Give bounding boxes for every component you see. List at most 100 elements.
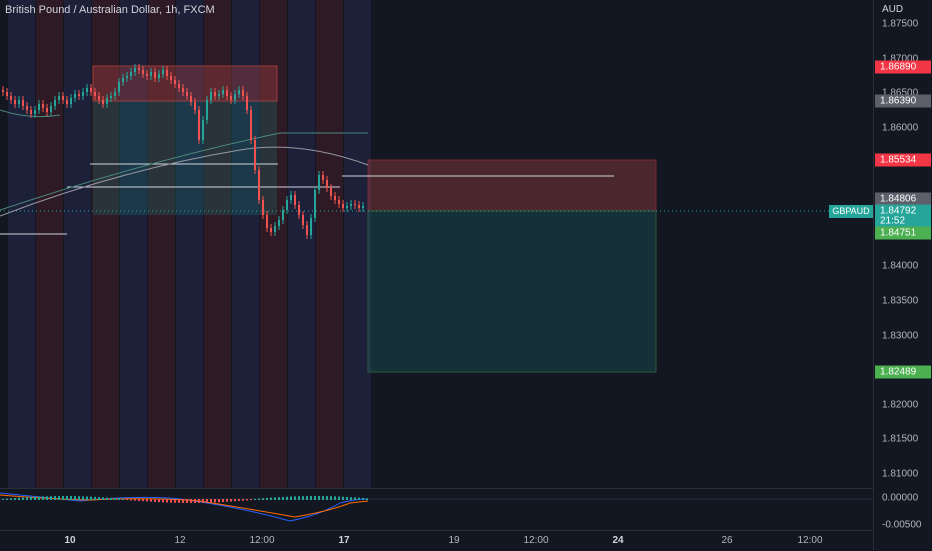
candle-body	[202, 120, 204, 140]
price-label-current: 1.84792	[875, 204, 931, 218]
candle-body	[30, 110, 32, 114]
histogram-bar	[274, 497, 276, 500]
histogram-bar	[82, 496, 84, 500]
candle-body	[18, 100, 20, 104]
histogram-bar	[42, 496, 44, 500]
candle-body	[190, 96, 192, 102]
histogram-bar	[302, 496, 304, 500]
histogram-bar	[106, 497, 108, 500]
entry-zone-green	[93, 101, 277, 215]
candle-body	[102, 100, 104, 104]
session-band	[36, 0, 63, 488]
histogram-bar	[238, 499, 240, 501]
candle-body	[2, 90, 4, 92]
histogram-bar	[58, 496, 60, 500]
histogram-bar	[218, 499, 220, 503]
histogram-bar	[126, 499, 128, 501]
histogram-bar	[270, 497, 272, 500]
candle-body	[326, 180, 328, 188]
histogram-bar	[138, 499, 140, 501]
candle-body	[290, 195, 292, 200]
histogram-bar	[190, 499, 192, 503]
candle-body	[150, 72, 152, 76]
histogram-bar	[54, 496, 56, 500]
session-band	[64, 0, 91, 488]
histogram-bar	[246, 499, 248, 501]
candle-body	[146, 74, 148, 76]
price-tick: 1.84000	[882, 260, 919, 272]
candle-body	[42, 104, 44, 108]
candle-body	[334, 196, 336, 200]
candle-body	[198, 110, 200, 140]
price-scale[interactable]: AUD 1.875001.870001.865001.860001.855001…	[873, 0, 932, 550]
oscillator-pane[interactable]	[0, 488, 873, 530]
candle-body	[142, 70, 144, 74]
candle-body	[26, 106, 28, 110]
histogram-bar	[22, 497, 24, 500]
price-tick: 1.81000	[882, 468, 919, 480]
histogram-bar	[234, 499, 236, 502]
histogram-bar	[266, 497, 268, 500]
time-axis[interactable]: 10 12 12:00 17 19 12:00 24 26 12:00	[0, 530, 873, 551]
candle-body	[138, 68, 140, 70]
candle-body	[98, 96, 100, 100]
time-tick: 12:00	[523, 535, 549, 546]
session-band	[120, 0, 147, 488]
histogram-bar	[166, 499, 168, 503]
histogram-bar	[150, 499, 152, 502]
candle-body	[62, 96, 64, 100]
price-label-target: 1.82489	[875, 365, 931, 379]
histogram-bar	[174, 499, 176, 503]
histogram-bar	[222, 499, 224, 503]
histogram-bar	[154, 499, 156, 502]
time-tick: 24	[612, 535, 624, 546]
histogram-bar	[198, 499, 200, 503]
candle-body	[302, 215, 304, 225]
candle-body	[234, 94, 236, 100]
histogram-bar	[34, 496, 36, 500]
histogram-bar	[10, 498, 12, 500]
price-tick: 1.83500	[882, 295, 919, 307]
histogram-bar	[122, 498, 124, 500]
histogram-bar	[278, 497, 280, 500]
moving-average-2	[0, 132, 368, 211]
candle-body	[74, 94, 76, 98]
session-band	[344, 0, 371, 488]
time-tick: 12:00	[797, 535, 823, 546]
session-band	[232, 0, 259, 488]
session-band	[8, 0, 35, 488]
histogram-bar	[338, 496, 340, 500]
currency-label: AUD	[882, 4, 904, 15]
chart-area[interactable]: British Pound / Australian Dollar, 1h, F…	[0, 0, 873, 488]
histogram-bar	[210, 499, 212, 503]
candle-body	[298, 205, 300, 215]
price-label-stop: 1.85534	[875, 153, 931, 167]
price-tick: 1.83000	[882, 330, 919, 342]
price-chart[interactable]	[0, 0, 873, 488]
histogram-bar	[226, 499, 228, 502]
candle-body	[314, 190, 316, 218]
time-tick: 17	[338, 535, 350, 546]
histogram-bar	[94, 496, 96, 500]
candle-body	[86, 88, 88, 92]
candlesticks	[2, 64, 364, 239]
candle-body	[330, 188, 332, 196]
histogram-bar	[102, 497, 104, 500]
candle-body	[114, 92, 116, 96]
candle-body	[54, 100, 56, 106]
histogram-bar	[286, 496, 288, 500]
price-label-level-6: 1.84751	[875, 226, 931, 240]
moving-average-3	[0, 109, 61, 118]
histogram-bar	[62, 496, 64, 500]
candle-body	[82, 92, 84, 96]
histogram-bar	[230, 499, 232, 502]
candle-body	[154, 72, 156, 78]
candle-body	[90, 88, 92, 92]
histogram-bar	[26, 497, 28, 500]
histogram-bar	[146, 499, 148, 502]
histogram-bar	[194, 499, 196, 503]
histogram-bar	[158, 499, 160, 503]
symbol-title: British Pound / Australian Dollar, 1h, F…	[5, 4, 215, 16]
histogram-bar	[354, 497, 356, 500]
candle-body	[214, 92, 216, 96]
